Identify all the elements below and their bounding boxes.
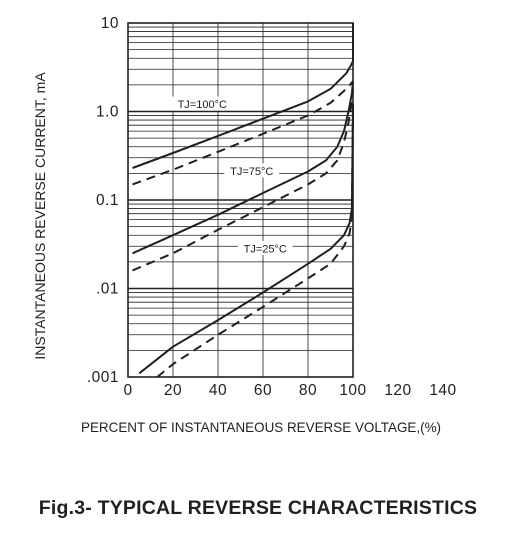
series-label-background — [224, 163, 280, 178]
series-line-tj75-dashed — [132, 88, 354, 272]
series-label-background — [237, 240, 293, 255]
series-layer — [132, 23, 354, 378]
x-tick-label: 100 — [339, 382, 366, 399]
y-axis-title: INSTANTANEOUS REVERSE CURRENT, mA — [32, 72, 48, 360]
series-label-tj100: TJ=100°C — [178, 99, 227, 111]
series-line-tj25-solid — [138, 104, 354, 375]
series-line-tj25-dashed — [156, 107, 354, 378]
series-label-tj75: TJ=75°C — [230, 166, 273, 178]
y-tick-label: 10 — [101, 15, 119, 32]
grid-layer — [128, 23, 353, 377]
tick-label-layer: 0 20 40 60 80 100 120 140 .001 .01 0.1 1.0 10 — [87, 15, 456, 399]
x-tick-label: 120 — [384, 382, 411, 399]
y-tick-label: .01 — [96, 281, 119, 298]
series-label-tj25: TJ=25°C — [244, 243, 287, 255]
x-axis-title: PERCENT OF INSTANTANEOUS REVERSE VOLTAGE… — [81, 419, 441, 435]
x-tick-label: 40 — [209, 382, 227, 399]
x-tick-label: 140 — [429, 382, 456, 399]
x-tick-label: 80 — [299, 382, 317, 399]
series-line-tj100-dashed — [132, 80, 354, 186]
series-label-layer: TJ=100°C TJ=75°C TJ=25°C — [171, 96, 293, 255]
y-tick-label: 0.1 — [96, 192, 119, 209]
y-tick-label: 1.0 — [96, 104, 119, 121]
figure-caption: Fig.3- TYPICAL REVERSE CHARACTERISTICS — [38, 497, 478, 519]
reverse-characteristics-chart: TJ=100°C TJ=75°C TJ=25°C 0 20 40 60 80 100 120 14… — [32, 15, 456, 435]
x-tick-label: 20 — [164, 382, 182, 399]
series-line-tj75-solid — [132, 81, 354, 255]
x-tick-label: 60 — [254, 382, 272, 399]
y-tick-label: .001 — [87, 369, 119, 386]
series-line-tj100-solid — [132, 23, 354, 169]
series-label-background — [171, 96, 234, 111]
x-tick-label: 0 — [123, 382, 132, 399]
